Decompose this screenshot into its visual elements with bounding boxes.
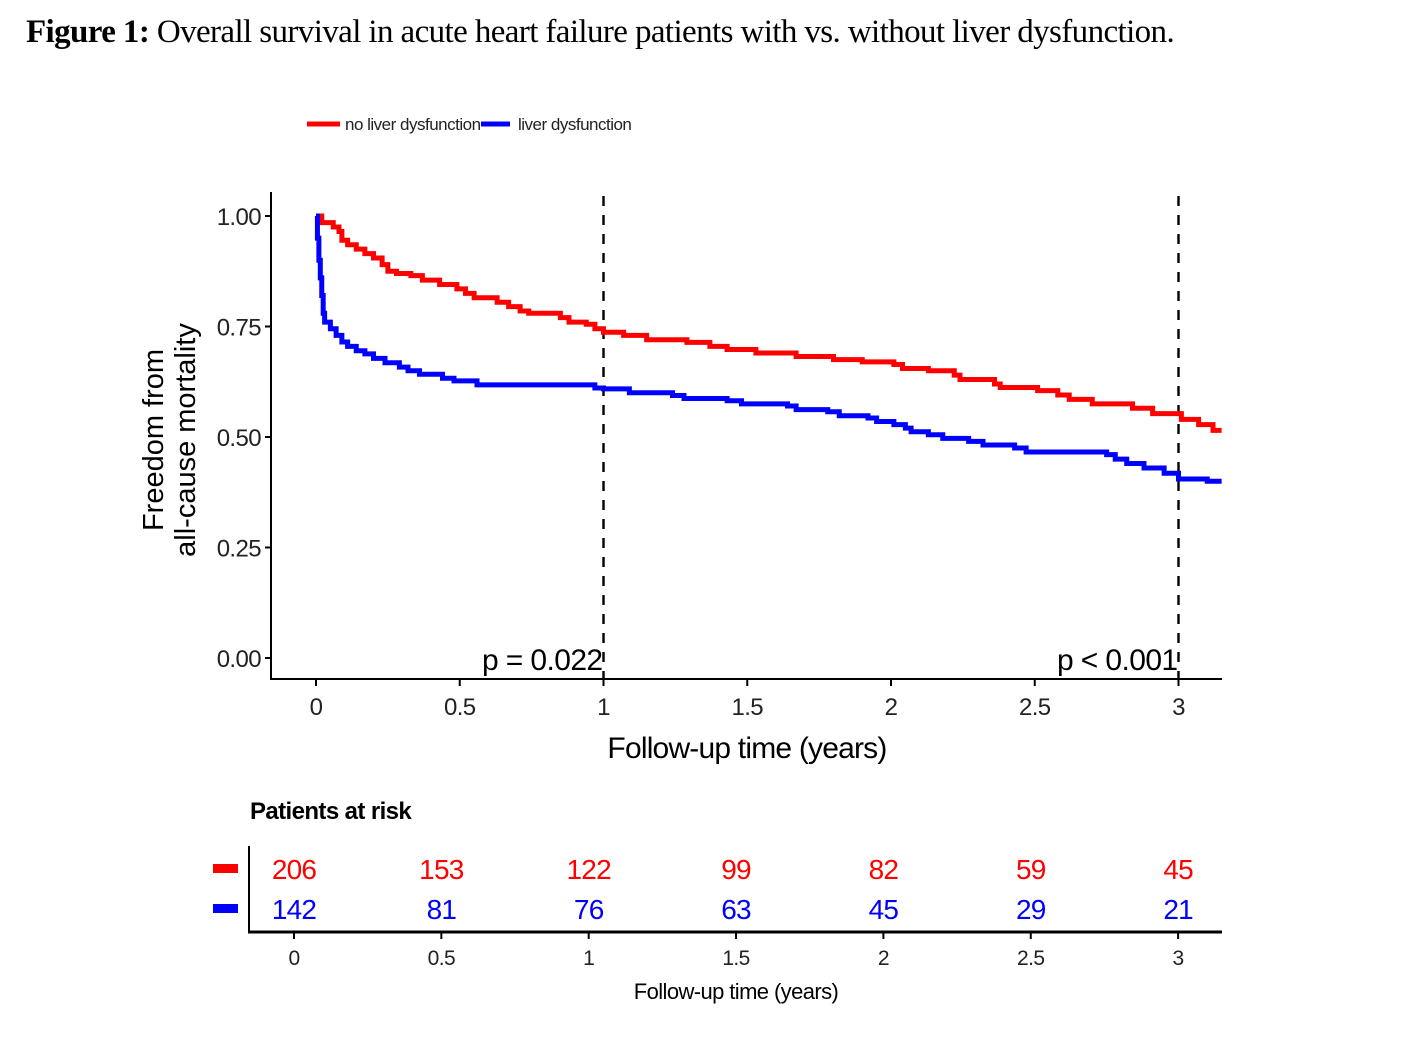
x-tick-label: 1: [597, 694, 610, 721]
risk-count: 153: [419, 854, 464, 885]
survival-curves: [314, 213, 1222, 484]
risk-count: 59: [1016, 854, 1046, 885]
risk-table: 206 153 122 99 82 59 45 142 81 76 63 45 29 21 0 0.5 1 1.5…: [213, 846, 1222, 970]
curve-no-liver-dysfunction: [316, 213, 1222, 433]
risk-table-x-axis-title: Follow-up time (years): [634, 979, 838, 1004]
x-tick-label: 1.5: [731, 694, 763, 721]
y-tick-label: 0.25: [217, 536, 262, 563]
y-tick-label: 0.50: [217, 425, 262, 452]
risk-table-x-tick-label: 2: [878, 947, 889, 970]
risk-count: 142: [272, 894, 317, 925]
risk-count: 45: [869, 894, 899, 925]
p-value-annotation: p = 0.022: [482, 644, 603, 677]
risk-table-x-tick-label: 0.5: [428, 947, 455, 970]
risk-count: 63: [721, 894, 751, 925]
x-tick-label: 0.5: [444, 694, 476, 721]
risk-count: 45: [1163, 854, 1193, 885]
risk-table-x-tick-label: 2.5: [1017, 947, 1044, 970]
curve-liver-dysfunction: [314, 213, 1222, 484]
x-tick-label: 0: [310, 694, 323, 721]
reference-lines: p = 0.022 p < 0.001: [482, 196, 1180, 679]
risk-count: 82: [869, 854, 899, 885]
axes: 0.00 0.25 0.50 0.75 1.00 0 0.5 1 1.5 2 2.5 3: [217, 192, 1222, 721]
risk-count: 29: [1016, 894, 1046, 925]
x-axis-title: Follow-up time (years): [607, 732, 886, 765]
x-tick-label: 2.5: [1019, 694, 1051, 721]
y-axis-title-line-2: all-cause mortality: [170, 323, 202, 557]
risk-count: 81: [427, 894, 457, 925]
figure-label: Figure 1:: [26, 14, 150, 50]
legend-label-no-liver-dysfunction: no liver dysfunction: [345, 115, 481, 134]
legend-label-liver-dysfunction: liver dysfunction: [518, 115, 631, 134]
p-value-annotation: p < 0.001: [1057, 644, 1178, 677]
risk-count: 206: [272, 854, 317, 885]
risk-row-legend-liver-dysfunction: [213, 904, 238, 913]
risk-count: 21: [1163, 894, 1193, 925]
risk-row-legend-no-liver-dysfunction: [213, 864, 238, 873]
risk-count: 99: [721, 854, 751, 885]
legend: no liver dysfunction liver dysfunction: [307, 115, 632, 134]
risk-table-x-tick-label: 3: [1173, 947, 1184, 970]
y-axis-title: Freedom from all-cause mortality: [138, 323, 202, 557]
y-tick-label: 0.75: [217, 315, 262, 342]
figure-caption-text: Overall survival in acute heart failure …: [149, 14, 1175, 50]
risk-count: 76: [574, 894, 604, 925]
x-tick-label: 2: [885, 694, 898, 721]
y-tick-label: 0.00: [217, 646, 262, 673]
y-tick-label: 1.00: [217, 204, 262, 231]
risk-table-x-tick-label: 1: [583, 947, 594, 970]
figure-caption: Figure 1: Overall survival in acute hear…: [26, 14, 1406, 51]
y-axis-title-line-1: Freedom from: [138, 349, 170, 531]
risk-count: 122: [567, 854, 612, 885]
risk-table-title: Patients at risk: [250, 798, 412, 825]
risk-table-x-tick-label: 1.5: [722, 947, 749, 970]
x-tick-label: 3: [1172, 694, 1185, 721]
risk-table-x-tick-label: 0: [288, 947, 299, 970]
